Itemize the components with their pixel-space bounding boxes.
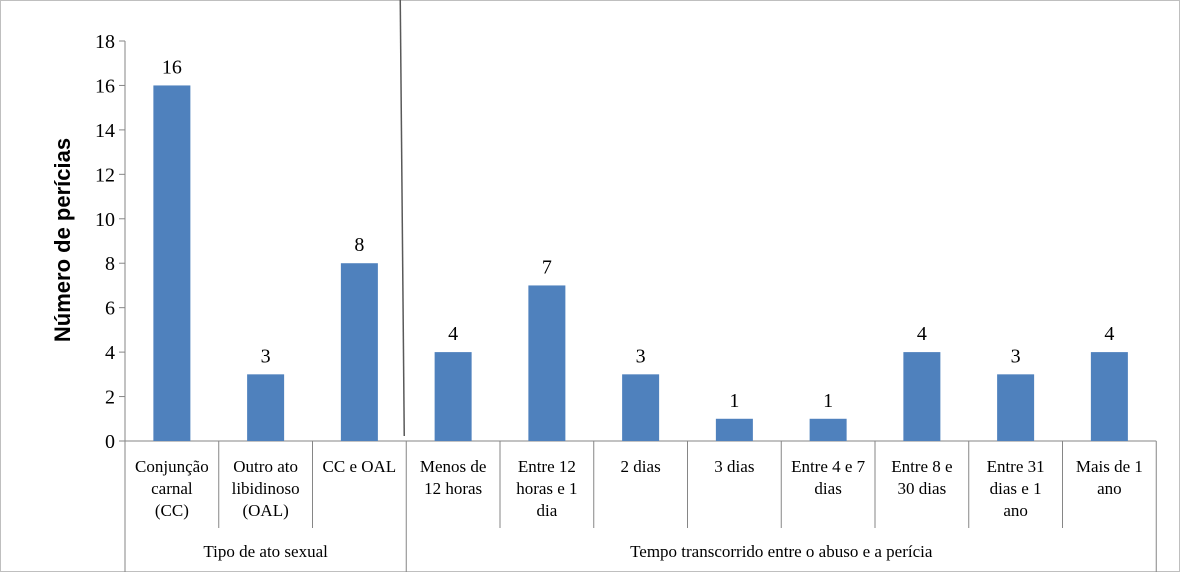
category-label: 12 horas (424, 479, 482, 498)
category-label: 3 dias (714, 457, 754, 476)
data-label: 1 (729, 390, 739, 412)
data-label: 4 (1104, 323, 1114, 345)
bar (903, 352, 941, 441)
y-tick-label: 14 (95, 120, 115, 142)
category-label: Conjunção (135, 457, 209, 476)
group-label: Tempo transcorrido entre o abuso e a per… (630, 542, 933, 561)
y-tick-label: 4 (105, 342, 115, 364)
data-label: 7 (542, 256, 552, 278)
category-label: libidinoso (232, 479, 300, 498)
category-label: Entre 31 (987, 457, 1045, 476)
data-label: 3 (636, 345, 646, 367)
data-label: 4 (917, 323, 927, 345)
bar (434, 352, 472, 441)
y-tick-label: 6 (105, 298, 115, 320)
group-label: Tipo de ato sexual (203, 542, 328, 561)
category-label: Entre 8 e (891, 457, 952, 476)
axis-break-line (399, 0, 405, 437)
plot-area: 02468101214161816Conjunçãocarnal(CC)3Out… (95, 0, 1157, 572)
y-tick-label: 16 (95, 75, 115, 97)
bar (340, 263, 378, 441)
bar (528, 285, 566, 441)
category-label: ano (1003, 501, 1028, 520)
y-tick-label: 2 (105, 387, 115, 409)
category-label: Entre 12 (518, 457, 576, 476)
category-label: Menos de (420, 457, 487, 476)
data-label: 3 (261, 345, 271, 367)
data-label: 1 (823, 390, 833, 412)
category-label: (CC) (155, 501, 189, 520)
bar (997, 374, 1035, 441)
data-label: 3 (1011, 345, 1021, 367)
bar (247, 374, 285, 441)
category-label: (OAL) (242, 501, 288, 520)
category-label: ano (1097, 479, 1122, 498)
y-axis-label: Número de perícias (50, 138, 75, 342)
category-label: Entre 4 e 7 (791, 457, 866, 476)
y-tick-label: 8 (105, 253, 115, 275)
bar (622, 374, 660, 441)
category-label: 30 dias (898, 479, 947, 498)
y-tick-label: 18 (95, 31, 115, 53)
y-tick-label: 10 (95, 209, 115, 231)
category-label: CC e OAL (323, 457, 397, 476)
data-label: 16 (162, 56, 182, 78)
category-label: 2 dias (621, 457, 661, 476)
y-tick-label: 12 (95, 164, 115, 186)
bar (715, 418, 753, 441)
bar (1090, 352, 1128, 441)
bar (153, 85, 191, 441)
category-label: dias e 1 (990, 479, 1042, 498)
bar (809, 418, 847, 441)
category-label: dias (814, 479, 841, 498)
category-label: Mais de 1 (1076, 457, 1143, 476)
data-label: 4 (448, 323, 458, 345)
category-label: carnal (151, 479, 193, 498)
category-label: Outro ato (233, 457, 298, 476)
y-tick-label: 0 (105, 431, 115, 453)
category-label: dia (536, 501, 557, 520)
category-label: horas e 1 (516, 479, 577, 498)
data-label: 8 (354, 234, 364, 256)
